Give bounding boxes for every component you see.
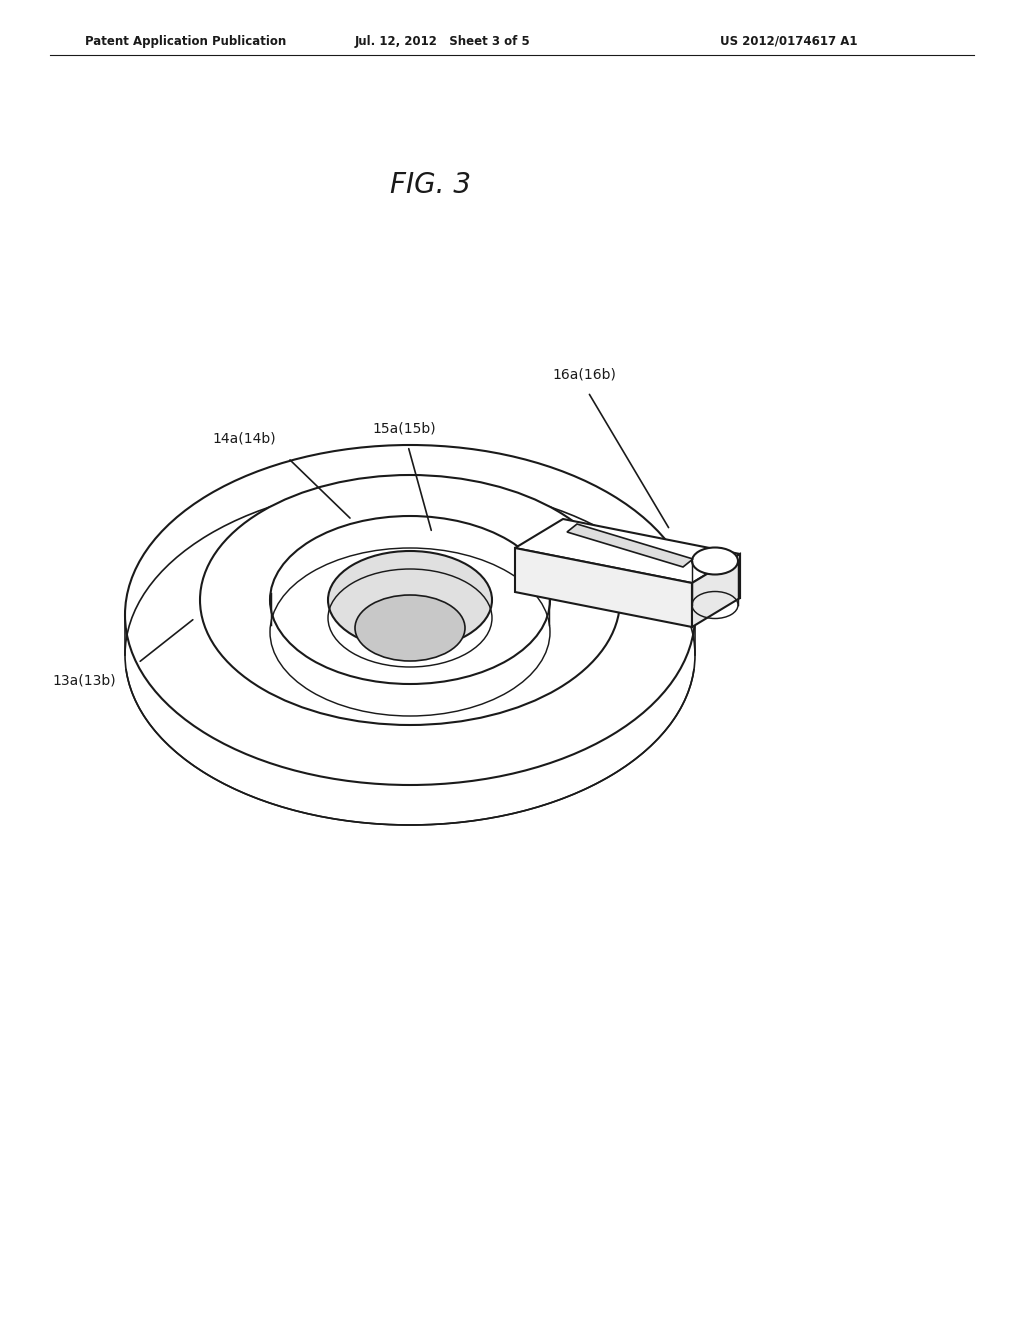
Ellipse shape — [200, 475, 620, 725]
Text: 13a(13b): 13a(13b) — [52, 673, 116, 686]
Polygon shape — [567, 524, 693, 568]
Polygon shape — [515, 519, 740, 583]
Text: Jul. 12, 2012   Sheet 3 of 5: Jul. 12, 2012 Sheet 3 of 5 — [355, 36, 530, 48]
Ellipse shape — [355, 595, 465, 661]
Text: 14a(14b): 14a(14b) — [212, 432, 275, 446]
Ellipse shape — [270, 516, 550, 684]
Polygon shape — [515, 548, 692, 627]
Text: 16a(16b): 16a(16b) — [552, 368, 615, 381]
Text: Patent Application Publication: Patent Application Publication — [85, 36, 287, 48]
Polygon shape — [692, 554, 740, 627]
Text: US 2012/0174617 A1: US 2012/0174617 A1 — [720, 36, 857, 48]
Text: FIG. 3: FIG. 3 — [389, 172, 470, 199]
Ellipse shape — [328, 550, 492, 649]
Ellipse shape — [692, 548, 738, 574]
Ellipse shape — [125, 445, 695, 785]
Text: 15a(15b): 15a(15b) — [372, 422, 435, 436]
